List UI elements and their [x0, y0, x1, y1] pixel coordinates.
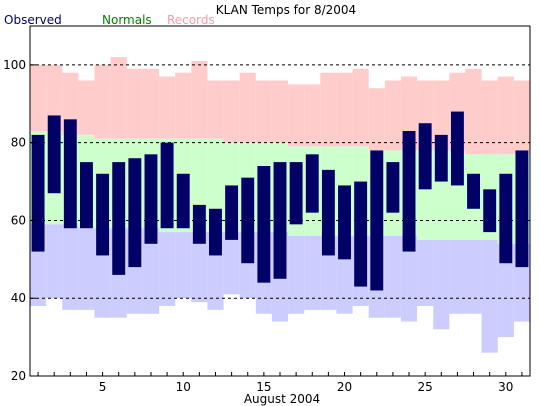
legend-records: Records: [167, 13, 215, 27]
observed-bar: [273, 162, 287, 279]
observed-bar: [209, 208, 222, 256]
record-high-band: [110, 57, 127, 139]
observed-bar: [338, 185, 351, 260]
record-low-band: [78, 228, 95, 310]
observed-bar: [144, 154, 158, 244]
record-low-band: [481, 239, 498, 353]
record-high-band: [62, 72, 79, 135]
y-tick-label: 60: [11, 213, 26, 227]
x-tick-label: 25: [418, 380, 433, 394]
observed-bar: [192, 204, 206, 244]
record-high-band: [336, 72, 353, 147]
record-low-band: [223, 232, 240, 295]
observed-bar: [257, 166, 271, 283]
x-tick-label: 15: [256, 380, 271, 394]
observed-bar: [225, 185, 239, 240]
legend-observed: Observed: [4, 13, 62, 27]
record-high-band: [368, 88, 385, 151]
record-low-band: [384, 236, 401, 318]
record-low-band: [159, 232, 176, 306]
record-high-band: [191, 61, 208, 139]
x-axis-label: August 2004: [244, 392, 320, 406]
y-axis: 20 40 60 80 100: [3, 58, 36, 383]
record-high-band: [465, 68, 482, 155]
record-high-band: [159, 76, 176, 139]
observed-bar: [80, 162, 93, 229]
y-tick-label: 20: [11, 369, 26, 383]
y-tick-label: 100: [3, 58, 26, 72]
observed-bar: [386, 162, 400, 213]
observed-bar: [305, 154, 319, 213]
chart-title: KLAN Temps for 8/2004: [216, 3, 356, 17]
record-high-band: [384, 80, 401, 151]
observed-bar: [47, 115, 61, 194]
record-high-band: [513, 80, 530, 155]
observed-bar: [63, 119, 77, 229]
record-high-band: [497, 76, 514, 155]
record-low-band: [62, 224, 79, 310]
record-low-band: [304, 236, 321, 310]
record-high-band: [433, 80, 450, 151]
observed-bar: [354, 181, 368, 287]
observed-bar: [418, 123, 432, 190]
observed-bar: [370, 150, 384, 291]
record-high-band: [175, 72, 192, 139]
record-high-band: [46, 64, 63, 131]
record-low-band: [191, 232, 208, 303]
observed-bar: [483, 189, 497, 233]
y-tick-label: 80: [11, 136, 26, 150]
record-high-band: [94, 64, 111, 139]
record-high-band: [320, 72, 337, 147]
observed-bar: [160, 142, 174, 229]
record-high-band: [288, 84, 305, 147]
record-low-band: [400, 236, 418, 322]
record-high-band: [142, 68, 160, 139]
observed-bar: [31, 134, 45, 252]
observed-bar: [128, 158, 142, 268]
record-high-band: [255, 80, 272, 143]
x-axis: 5 10 15 20 25 30: [37, 372, 523, 394]
record-high-band: [304, 84, 321, 147]
record-high-band: [30, 64, 47, 131]
record-low-band: [465, 239, 482, 314]
record-high-band: [223, 80, 240, 143]
observed-bar: [450, 111, 464, 186]
observed-bar: [241, 177, 255, 264]
record-low-band: [175, 232, 192, 299]
observed-bar: [112, 162, 126, 275]
legend-normals: Normals: [102, 13, 152, 27]
observed-bar: [499, 173, 513, 264]
record-low-band: [142, 228, 160, 314]
record-high-band: [126, 68, 143, 139]
record-low-band: [433, 239, 450, 330]
record-low-band: [46, 224, 63, 299]
x-tick-label: 10: [176, 380, 191, 394]
observed-bars: [31, 111, 529, 291]
record-low-band: [288, 236, 305, 314]
x-tick-label: 20: [337, 380, 352, 394]
observed-bar: [434, 134, 448, 182]
record-low-band: [417, 239, 434, 306]
record-low-band: [497, 243, 514, 338]
record-high-band: [207, 80, 224, 139]
record-high-band: [481, 80, 498, 155]
record-high-band: [352, 68, 369, 147]
record-high-band: [239, 72, 256, 143]
observed-bar: [402, 131, 416, 252]
observed-bar: [321, 169, 335, 256]
observed-bar: [289, 162, 303, 225]
observed-bar: [515, 150, 529, 268]
observed-bar: [96, 173, 110, 256]
record-high-band: [271, 80, 289, 143]
y-tick-label: 40: [11, 291, 26, 305]
record-low-band: [449, 239, 466, 314]
observed-bar: [467, 173, 480, 209]
record-high-band: [78, 80, 95, 135]
x-tick-label: 5: [99, 380, 107, 394]
x-tick-label: 30: [498, 380, 513, 394]
observed-bar: [176, 173, 190, 229]
